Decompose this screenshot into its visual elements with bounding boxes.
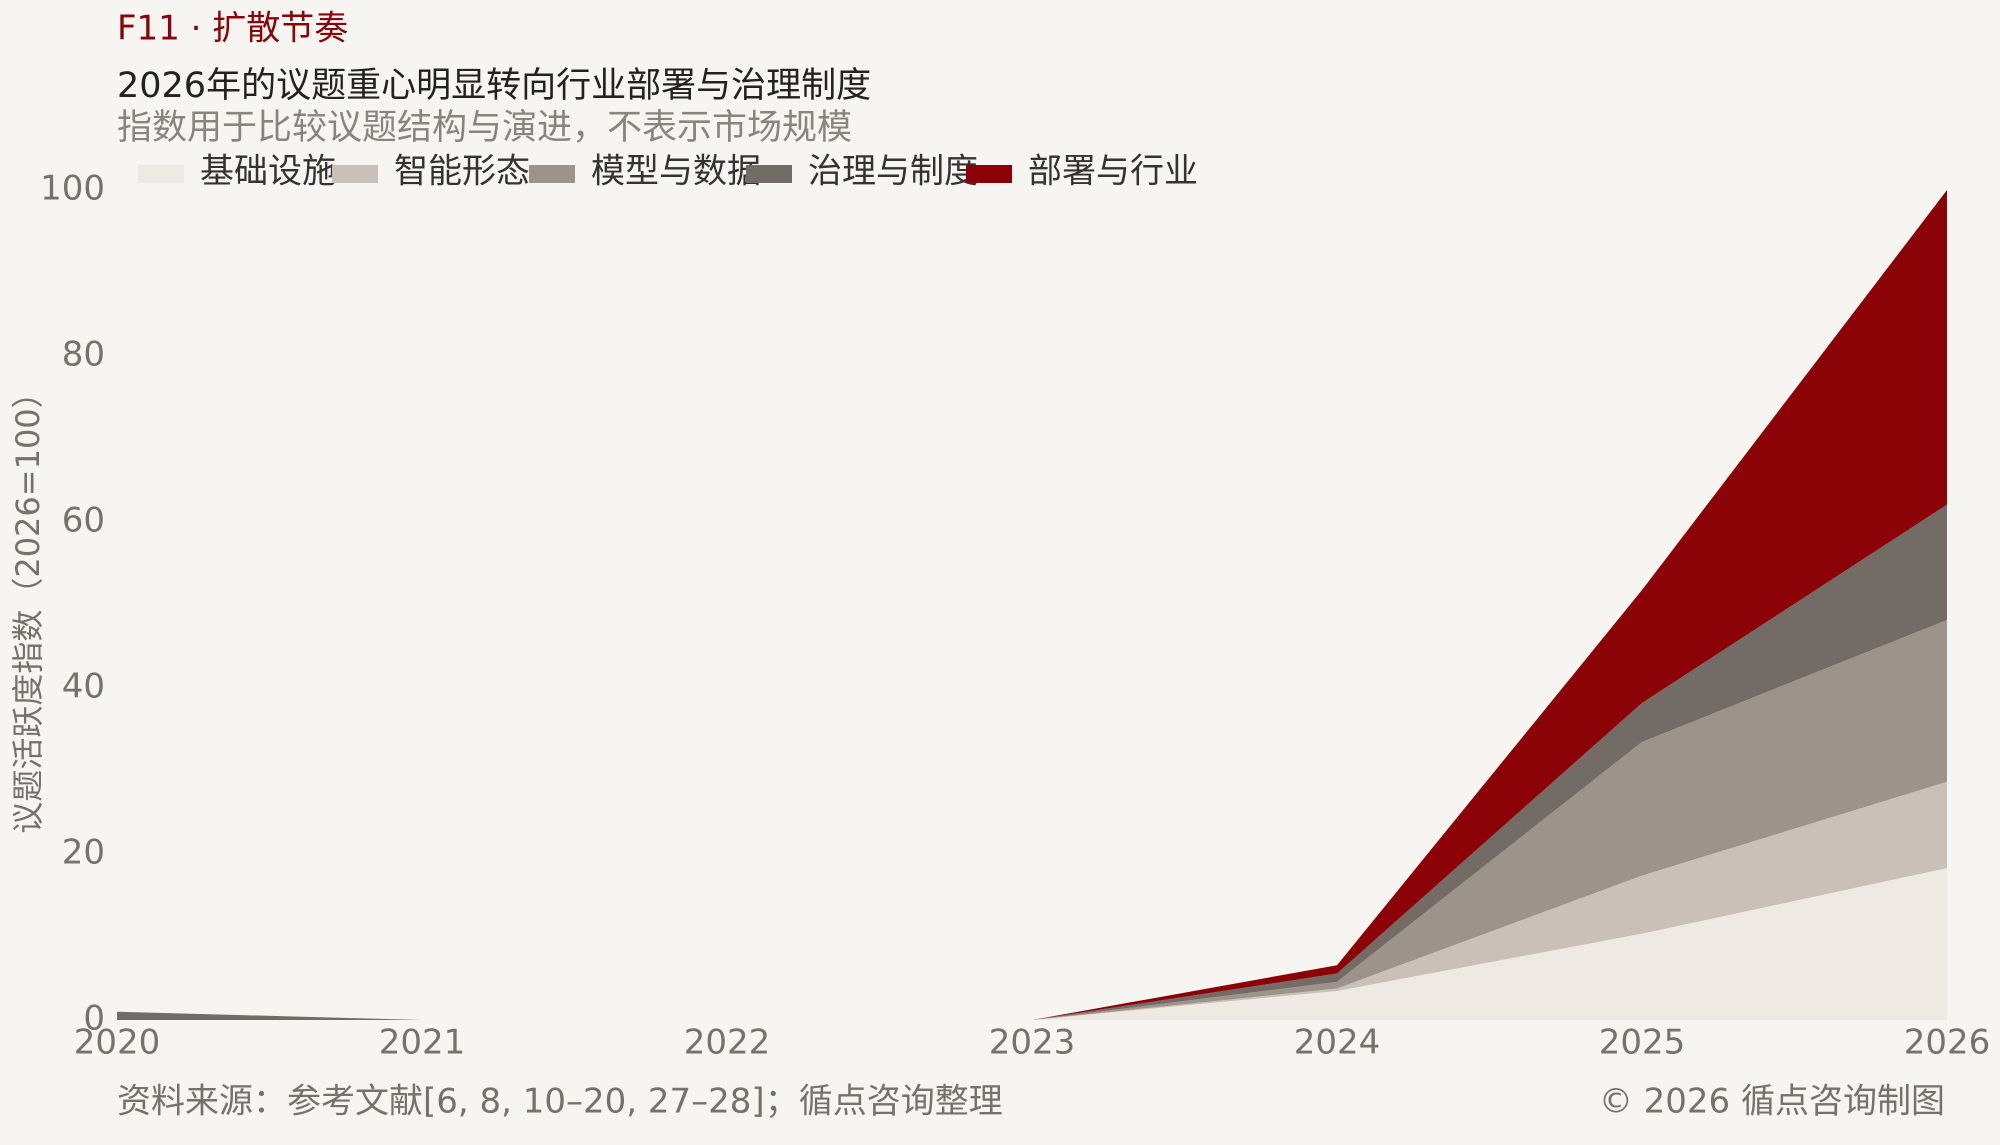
x-tick-label: 2021 (379, 1023, 466, 1063)
area (117, 619, 1947, 1020)
y-tick-label: 60 (62, 501, 105, 541)
figure-label: F11 · 扩散节奏 (117, 9, 348, 49)
legend-label: 部署与行业 (1028, 152, 1198, 192)
area (117, 504, 1947, 1020)
x-tick-label: 2020 (74, 1023, 161, 1063)
legend-label: 基础设施 (200, 152, 336, 192)
legend-swatch (746, 165, 792, 183)
x-tick-label: 2023 (989, 1023, 1076, 1063)
y-tick-label: 0 (83, 999, 105, 1039)
legend-swatch (529, 165, 575, 183)
y-tick-label: 80 (62, 335, 105, 375)
area (117, 781, 1947, 1020)
chart-subtitle: 指数用于比较议题结构与演进，不表示市场规模 (117, 108, 852, 148)
legend-swatch (332, 165, 378, 183)
x-tick-label: 2022 (684, 1023, 771, 1063)
legend-label: 模型与数据 (591, 152, 761, 192)
credit: © 2026 循点咨询制图 (1599, 1082, 1945, 1122)
x-tick-label: 2024 (1294, 1023, 1381, 1063)
source-note: 资料来源：参考文献[6, 8, 10–20, 27–28]；循点咨询整理 (117, 1082, 1003, 1122)
y-axis-label: 议题活跃度指数（2026=100） (9, 376, 47, 833)
y-tick-label: 40 (62, 667, 105, 707)
x-tick-label: 2025 (1599, 1023, 1686, 1063)
y-tick-label: 100 (40, 169, 105, 209)
area (117, 190, 1947, 1020)
legend-label: 智能形态 (394, 152, 530, 192)
chart-title: 2026年的议题重心明显转向行业部署与治理制度 (117, 66, 871, 106)
legend-swatch (138, 165, 184, 183)
legend-label: 治理与制度 (808, 152, 978, 192)
area (117, 868, 1947, 1020)
y-tick-label: 20 (62, 833, 105, 873)
x-tick-label: 2026 (1904, 1023, 1991, 1063)
legend-swatch (966, 165, 1012, 183)
